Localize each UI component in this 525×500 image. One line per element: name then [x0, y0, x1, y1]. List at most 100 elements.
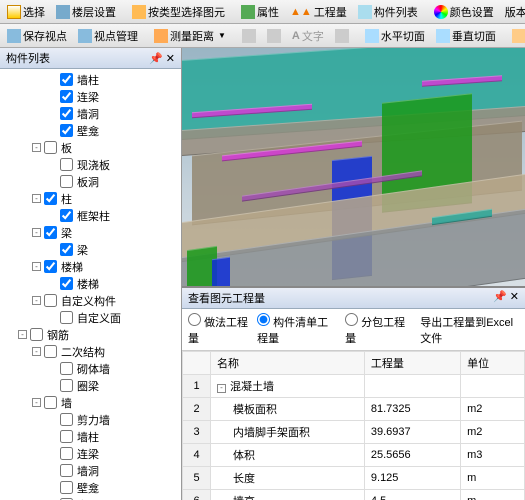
expand-icon[interactable]: - — [217, 384, 226, 393]
tree-checkbox[interactable] — [60, 481, 73, 494]
3d-viewport[interactable] — [182, 48, 525, 286]
tree-checkbox[interactable] — [60, 73, 73, 86]
tree-item[interactable]: - 二次结构 — [4, 343, 181, 360]
tree-label: 现浇板 — [77, 157, 110, 173]
radio-sub[interactable]: 分包工程量 — [345, 313, 406, 346]
quantity-grid[interactable]: 名称 工程量 单位 1-混凝土墙2模板面积81.7325m23内墙脚手架面积39… — [182, 351, 525, 500]
expand-icon[interactable]: - — [32, 347, 41, 356]
expand-icon[interactable]: - — [32, 398, 41, 407]
tree-item[interactable]: 墙洞 — [4, 105, 181, 122]
tree-checkbox[interactable] — [60, 311, 73, 324]
expand-icon[interactable]: - — [32, 262, 41, 271]
export-excel[interactable]: 导出工程量到Excel文件 — [420, 314, 519, 346]
tree-checkbox[interactable] — [60, 362, 73, 375]
tree-checkbox[interactable] — [60, 447, 73, 460]
select-by-type[interactable]: 按类型选择图元 — [127, 2, 230, 22]
tree-checkbox[interactable] — [44, 192, 57, 205]
tree-label: 楼梯 — [77, 276, 99, 292]
disabled-3 — [330, 27, 354, 45]
tree-item[interactable]: 剪力墙 — [4, 411, 181, 428]
quantities[interactable]: ▲▲工程量 — [285, 2, 352, 22]
tree-item[interactable]: - 自定义构件 — [4, 292, 181, 309]
radio-list[interactable]: 构件清单工程量 — [257, 313, 337, 346]
tree-checkbox[interactable] — [60, 243, 73, 256]
tree-checkbox[interactable] — [60, 90, 73, 103]
tree-item[interactable]: -梁 — [4, 224, 181, 241]
tree-item[interactable]: 连梁 — [4, 445, 181, 462]
tree-checkbox[interactable] — [44, 226, 57, 239]
tree-checkbox[interactable] — [44, 345, 57, 358]
tree-item[interactable]: 现浇板 — [4, 156, 181, 173]
tree-item[interactable]: 壁龛 — [4, 479, 181, 496]
table-row[interactable]: 6墙高4.5m — [183, 490, 525, 500]
table-row[interactable]: 2模板面积81.7325m2 — [183, 398, 525, 421]
tree-item[interactable]: 板洞 — [4, 173, 181, 190]
component-tree[interactable]: 墙柱连梁墙洞壁龛-板现浇板板洞-柱框架柱-梁梁-楼梯楼梯-自定义构件自定义面-钢… — [0, 69, 181, 500]
tree-item[interactable]: -柱 — [4, 190, 181, 207]
main-toolbar: 选择 楼层设置 按类型选择图元 属性 ▲▲工程量 构件列表 颜色设置 版本号 西… — [0, 0, 525, 24]
tree-checkbox[interactable] — [60, 107, 73, 120]
expand-icon[interactable]: - — [32, 228, 41, 237]
expand-icon[interactable]: - — [18, 330, 27, 339]
tree-label: 墙柱 — [77, 429, 99, 445]
text-tool[interactable]: A文字 — [287, 26, 329, 46]
tree-item[interactable]: 梁 — [4, 241, 181, 258]
tree-checkbox[interactable] — [44, 141, 57, 154]
properties[interactable]: 属性 — [236, 2, 284, 22]
tree-checkbox[interactable] — [60, 379, 73, 392]
tree-item[interactable]: 连梁 — [4, 88, 181, 105]
tree-checkbox[interactable] — [60, 124, 73, 137]
pin-icon[interactable]: 📌 ✕ — [149, 52, 175, 65]
tree-checkbox[interactable] — [60, 464, 73, 477]
tree-checkbox[interactable] — [44, 396, 57, 409]
tree-item[interactable]: -钢筋 — [4, 326, 181, 343]
tree-checkbox[interactable] — [60, 175, 73, 188]
tree-checkbox[interactable] — [60, 430, 73, 443]
floor-settings[interactable]: 楼层设置 — [51, 2, 121, 22]
expand-icon[interactable]: - — [32, 296, 41, 305]
table-row[interactable]: 4体积25.5656m3 — [183, 444, 525, 467]
tree-checkbox[interactable] — [60, 209, 73, 222]
tree-label: 二次结构 — [61, 344, 105, 360]
table-row[interactable]: 3内墙脚手架面积39.6937m2 — [183, 421, 525, 444]
qty-panel-controls[interactable]: 📌 ✕ — [493, 290, 519, 306]
viewpoint-mgr[interactable]: 视点管理 — [73, 26, 143, 46]
tree-item[interactable]: 圈梁 — [4, 377, 181, 394]
tree-checkbox[interactable] — [44, 260, 57, 273]
measure-distance[interactable]: 测量距离▼ — [149, 26, 231, 46]
select-tool[interactable]: 选择 — [2, 2, 50, 22]
tree-label: 自定义构件 — [61, 293, 116, 309]
radio-method[interactable]: 做法工程量 — [188, 313, 249, 346]
save-viewpoint[interactable]: 保存视点 — [2, 26, 72, 46]
tree-checkbox[interactable] — [60, 277, 73, 290]
tree-item[interactable]: 壁龛 — [4, 122, 181, 139]
tree-item[interactable]: -墙 — [4, 394, 181, 411]
tree-item[interactable]: 框架柱 — [4, 207, 181, 224]
tree-item[interactable]: 楼梯 — [4, 275, 181, 292]
tree-checkbox[interactable] — [44, 294, 57, 307]
tree-item[interactable]: -板 — [4, 139, 181, 156]
tree-item[interactable]: 自定义面 — [4, 309, 181, 326]
tree-checkbox[interactable] — [60, 158, 73, 171]
tree-checkbox[interactable] — [60, 413, 73, 426]
color-settings[interactable]: 颜色设置 — [429, 2, 499, 22]
table-row[interactable]: 1-混凝土墙 — [183, 375, 525, 398]
col-qty[interactable]: 工程量 — [364, 352, 460, 375]
tree-item[interactable]: 墙柱 — [4, 428, 181, 445]
tree-checkbox[interactable] — [30, 328, 43, 341]
expand-icon[interactable]: - — [32, 194, 41, 203]
tree-item[interactable]: 砌体墙 — [4, 360, 181, 377]
col-name[interactable]: 名称 — [211, 352, 365, 375]
h-section[interactable]: 水平切面 — [360, 26, 430, 46]
component-list-btn[interactable]: 构件列表 — [353, 2, 423, 22]
version[interactable]: 版本号 — [500, 2, 525, 22]
move-tool[interactable]: 移动 — [507, 26, 525, 46]
tree-item[interactable]: 墙洞 — [4, 462, 181, 479]
v-section[interactable]: 垂直切面 — [431, 26, 501, 46]
tree-item[interactable]: 墙柱 — [4, 71, 181, 88]
tree-item[interactable]: -楼梯 — [4, 258, 181, 275]
expand-icon[interactable]: - — [32, 143, 41, 152]
tree-item[interactable]: 窗 — [4, 496, 181, 500]
col-unit[interactable]: 单位 — [461, 352, 525, 375]
table-row[interactable]: 5长度9.125m — [183, 467, 525, 490]
